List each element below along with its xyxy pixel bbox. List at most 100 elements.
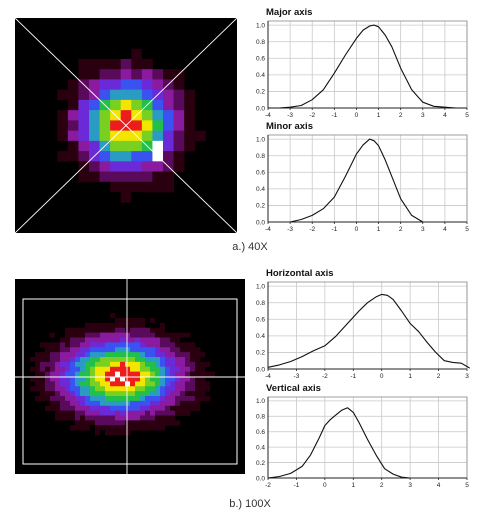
heat-cell <box>55 381 61 387</box>
heat-cell <box>80 327 86 334</box>
heat-cell <box>150 352 156 358</box>
heat-cell <box>90 371 96 377</box>
heat-cell <box>110 151 122 162</box>
heat-cell <box>160 386 166 392</box>
plot-frame <box>267 20 468 109</box>
heat-cell <box>105 376 111 382</box>
heat-cell <box>90 376 96 382</box>
heat-cell <box>100 410 106 416</box>
heat-cell <box>165 400 171 407</box>
heat-cell <box>90 420 96 426</box>
heat-cell <box>125 376 131 382</box>
heat-cell <box>180 386 186 392</box>
heat-cell <box>78 140 90 152</box>
heat-cell <box>78 69 90 80</box>
heat-cell <box>140 357 146 363</box>
heat-cell <box>163 99 174 111</box>
heat-cell <box>195 386 201 392</box>
heat-cell <box>110 347 116 353</box>
heat-cell <box>160 371 166 377</box>
y-tick-label: 1.0 <box>256 22 265 29</box>
heat-cell <box>140 425 146 431</box>
heat-cell <box>35 396 41 402</box>
heat-cell <box>100 337 106 343</box>
heat-cell <box>80 347 86 353</box>
heat-cell <box>205 361 211 368</box>
heat-cell <box>75 410 81 416</box>
heat-cell <box>110 405 116 412</box>
y-tick-label: 0.4 <box>256 444 265 451</box>
heat-cell <box>165 366 171 373</box>
heat-cell <box>115 376 121 382</box>
heat-cell <box>150 366 156 373</box>
heat-cell <box>125 357 131 363</box>
heat-cell <box>130 357 136 363</box>
heat-cell <box>75 361 81 368</box>
heat-cell <box>165 347 171 353</box>
heat-cell <box>95 410 101 416</box>
heat-cell <box>140 386 146 392</box>
heat-cell <box>100 405 106 412</box>
heat-cell <box>160 391 166 397</box>
heat-cell <box>120 357 126 363</box>
heat-cell <box>65 396 71 402</box>
x-tick-label: 1 <box>377 112 381 119</box>
heat-cell <box>100 313 106 319</box>
heat-cell <box>180 400 186 407</box>
heat-cell <box>105 381 111 387</box>
heat-cell <box>55 347 61 353</box>
heat-cell <box>50 357 56 363</box>
heat-cell <box>140 352 146 358</box>
heat-cell <box>50 366 56 373</box>
heat-cell <box>175 337 181 343</box>
heat-cell <box>95 376 101 382</box>
heat-cell <box>152 161 164 172</box>
heat-cell <box>55 337 61 343</box>
heat-cell <box>85 332 91 338</box>
heat-cell <box>67 161 79 172</box>
heat-cell <box>115 371 121 377</box>
heat-cell <box>175 342 181 348</box>
heat-cell <box>105 352 111 358</box>
heat-cell <box>75 347 81 353</box>
heat-cell <box>184 130 196 142</box>
chart-title-vertical-axis: Vertical axis <box>266 383 321 394</box>
x-tick-label: 2 <box>399 112 403 119</box>
heat-cell <box>65 347 71 353</box>
heat-cell <box>150 318 156 324</box>
beam-profile-image-40x <box>15 18 237 233</box>
heat-cell <box>105 386 111 392</box>
x-tick-label: -1 <box>294 482 300 489</box>
heat-cell <box>110 391 116 397</box>
heat-cell <box>135 318 141 324</box>
heat-cell <box>65 342 71 348</box>
heat-cell <box>120 161 132 172</box>
heat-cell <box>155 361 161 368</box>
heat-cell <box>150 405 156 412</box>
heat-cell <box>60 405 66 412</box>
plot-frame <box>267 134 468 223</box>
heat-cell <box>70 405 76 412</box>
heat-cell <box>105 313 111 319</box>
heat-cell <box>70 347 76 353</box>
heat-cell <box>140 391 146 397</box>
heat-cell <box>115 391 121 397</box>
heat-cell <box>173 89 185 101</box>
heat-cell <box>100 381 106 387</box>
heat-cell <box>70 391 76 397</box>
heat-cell <box>120 371 126 377</box>
heat-cell <box>50 400 56 407</box>
heat-cell <box>152 181 164 193</box>
heat-cell <box>115 322 121 329</box>
x-tick-label: 3 <box>421 112 425 119</box>
heat-cell <box>130 396 136 402</box>
heat-cell <box>170 332 176 338</box>
heat-cell <box>125 352 131 358</box>
heat-cell <box>65 371 71 377</box>
heat-cell <box>135 376 141 382</box>
heat-cell <box>100 396 106 402</box>
heat-cell <box>100 318 106 324</box>
x-tick-label: -3 <box>287 112 293 119</box>
y-tick-label: 0.4 <box>256 186 265 193</box>
heat-cell <box>110 400 116 407</box>
